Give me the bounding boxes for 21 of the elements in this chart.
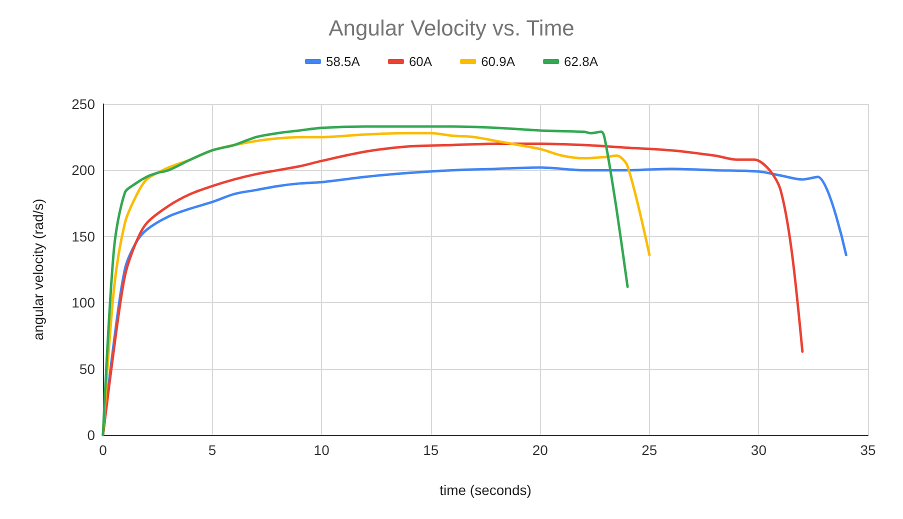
legend-label: 60A: [408, 54, 432, 69]
y-tick-label: 200: [72, 162, 96, 178]
x-tick-label: 15: [423, 442, 439, 458]
y-tick-label: 250: [72, 96, 96, 112]
y-axis-title: angular velocity (rad/s): [30, 198, 46, 340]
x-tick-label: 0: [99, 442, 108, 458]
y-tick-label: 150: [72, 228, 96, 244]
y-tick-label: 50: [79, 360, 96, 377]
x-tick-label: 20: [532, 442, 548, 458]
x-tick-label: 10: [314, 442, 330, 458]
y-tick-label: 0: [87, 427, 96, 443]
x-tick-label: 5: [208, 442, 216, 458]
legend-label: 58.5A: [326, 54, 360, 69]
chart-title: Angular Velocity vs. Time: [328, 16, 574, 40]
legend-label: 62.8A: [564, 54, 598, 69]
x-tick-label: 25: [642, 442, 658, 458]
x-axis-title: time (seconds): [440, 482, 532, 498]
legend-label: 60.9A: [481, 54, 516, 69]
x-tick-label: 35: [860, 442, 876, 458]
x-tick-label: 30: [750, 442, 767, 458]
y-tick-label: 100: [72, 294, 96, 311]
